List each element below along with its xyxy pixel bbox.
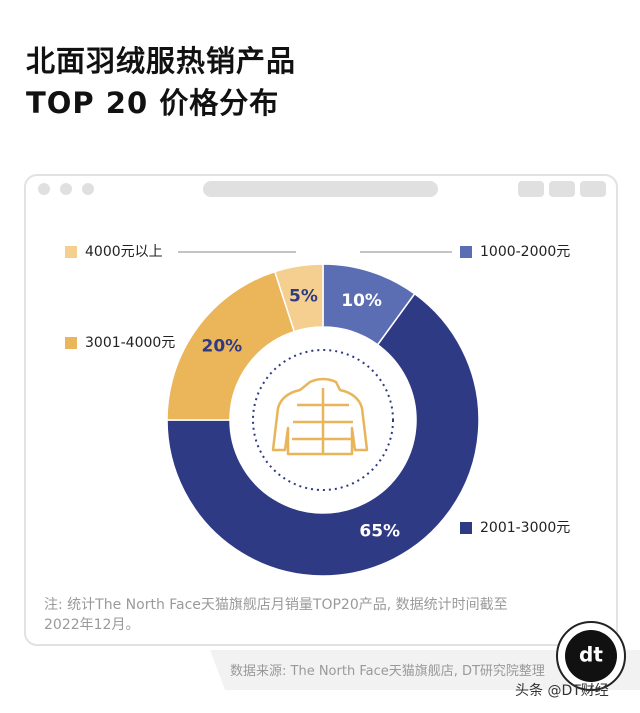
slice bbox=[166, 292, 480, 577]
window-buttons bbox=[38, 181, 606, 197]
slice-label: 5% bbox=[289, 287, 318, 307]
legend-swatch bbox=[460, 522, 472, 534]
source-strip bbox=[210, 650, 640, 690]
legend-label: 1000-2000元 bbox=[480, 244, 570, 260]
brand: 头条 @DT财经 bbox=[515, 683, 609, 699]
legend-swatch bbox=[460, 246, 472, 258]
slice-label: 10% bbox=[341, 291, 382, 311]
logo: dt bbox=[579, 643, 603, 667]
inner-dotted-ring bbox=[252, 349, 394, 491]
legend-label: 3001-4000元 bbox=[85, 335, 175, 351]
note: 注: 统计The North Face天猫旗舰店月销量TOP20产品, 数据统计… bbox=[44, 597, 508, 633]
slice bbox=[273, 263, 324, 333]
source: 数据来源: The North Face天猫旗舰店, DT研究院整理 bbox=[230, 664, 545, 679]
slice-label: 65% bbox=[359, 521, 400, 541]
slice-label: 20% bbox=[202, 337, 243, 357]
logo-disc bbox=[565, 630, 617, 682]
jacket-icon bbox=[271, 377, 369, 456]
legend-label: 2001-3000元 bbox=[480, 520, 570, 536]
legend-swatch bbox=[65, 337, 77, 349]
chart-title: 北面羽绒服热销产品 bbox=[26, 44, 297, 78]
chart-subtitle: TOP 20 价格分布 bbox=[26, 86, 280, 120]
legend-swatch bbox=[65, 246, 77, 258]
legend-label: 4000元以上 bbox=[85, 244, 163, 260]
